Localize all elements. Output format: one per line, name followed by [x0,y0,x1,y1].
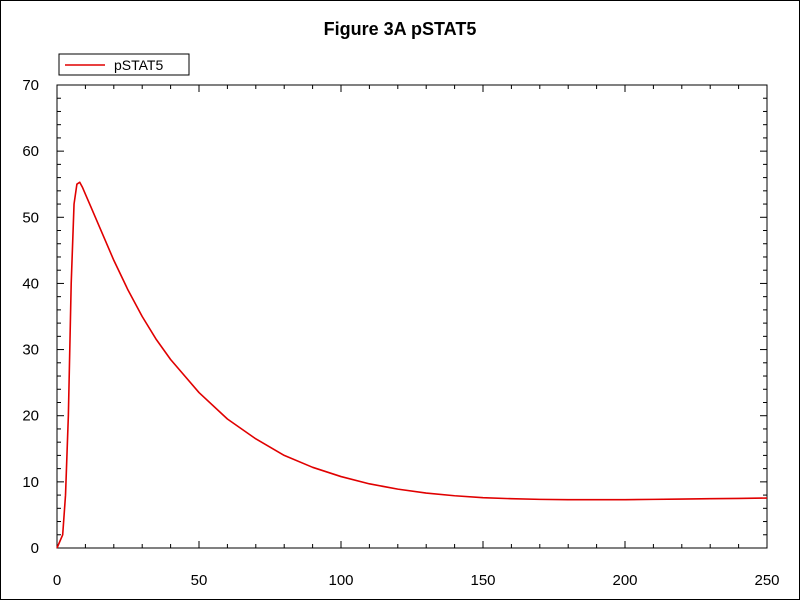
chart-title: Figure 3A pSTAT5 [324,19,477,39]
plot-area [56,84,768,549]
series-lines [56,181,768,549]
x-tick-label: 100 [328,572,353,589]
y-tick-label: 30 [22,342,39,359]
x-tick-label: 50 [191,572,208,589]
axis-ticks [56,84,768,549]
x-tick-label: 250 [754,572,779,589]
x-tick-label: 200 [612,572,637,589]
y-tick-label: 60 [22,143,39,160]
y-tick-label: 70 [22,77,39,94]
y-tick-label: 40 [22,275,39,292]
y-tick-label: 0 [31,540,39,557]
x-axis-tick-labels: 0 50 100 150 200 250 [53,572,780,589]
y-tick-label: 10 [22,474,39,491]
y-tick-label: 50 [22,209,39,226]
x-tick-label: 150 [470,572,495,589]
legend-label: pSTAT5 [114,57,163,73]
x-tick-label: 0 [53,572,61,589]
y-tick-label: 20 [22,408,39,425]
legend: pSTAT5 [58,53,190,76]
legend-box [58,53,190,76]
series-line-pstat5 [56,181,768,549]
y-axis-tick-labels: 0 10 20 30 40 50 60 70 [22,77,39,557]
